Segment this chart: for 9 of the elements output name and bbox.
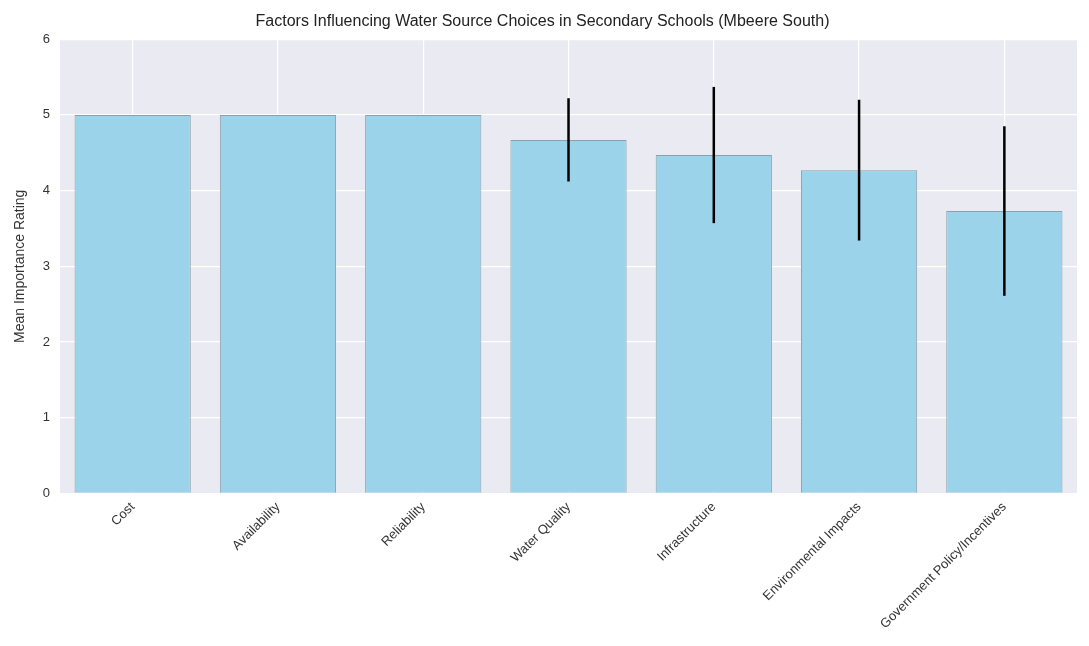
y-axis-title: Mean Importance Rating xyxy=(11,189,28,343)
y-tick-label: 1 xyxy=(42,409,51,425)
chart-title: Factors Influencing Water Source Choices in Secondary Schools (Mbeere South) xyxy=(255,12,830,30)
y-tick-label: 2 xyxy=(42,333,51,349)
y-tick-label: 5 xyxy=(42,106,51,122)
y-tick-label: 3 xyxy=(42,257,51,273)
y-tick-label: 0 xyxy=(42,484,51,500)
y-tick-label: 4 xyxy=(42,182,51,198)
y-tick-label: 6 xyxy=(42,30,51,46)
